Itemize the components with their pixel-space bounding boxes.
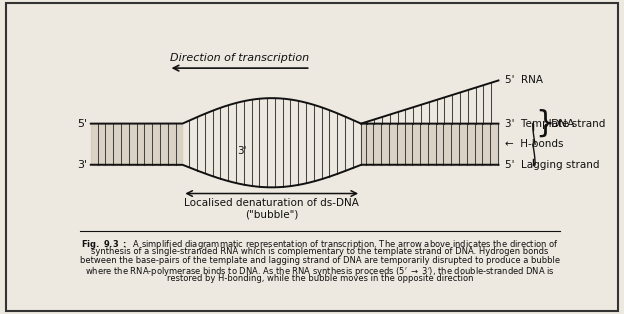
Text: 3': 3' <box>77 160 87 170</box>
Text: where the RNA-polymerase binds to DNA. As the RNA synthesis proceeds (5$'$ $\rig: where the RNA-polymerase binds to DNA. A… <box>85 265 555 278</box>
Text: Localised denaturation of ds-DNA: Localised denaturation of ds-DNA <box>184 198 359 208</box>
Text: }: } <box>535 109 555 138</box>
Text: 5'  RNA: 5' RNA <box>505 75 544 85</box>
Text: 5'  Lagging strand: 5' Lagging strand <box>505 160 600 170</box>
Text: ←  H-bonds: ← H-bonds <box>505 139 564 149</box>
Text: $\bf{Fig.\ 9.3\ :}$  A simplified diagrammatic representation of transcription. : $\bf{Fig.\ 9.3\ :}$ A simplified diagram… <box>81 237 558 251</box>
Text: 5': 5' <box>77 119 87 129</box>
Text: 3': 3' <box>237 146 246 156</box>
Text: Direction of transcription: Direction of transcription <box>170 53 310 63</box>
Text: DNA: DNA <box>551 119 575 129</box>
Text: restored by H-bonding, while the bubble moves in the opposite direction: restored by H-bonding, while the bubble … <box>167 274 473 283</box>
Text: 3'  Template strand: 3' Template strand <box>505 119 606 129</box>
Text: between the base-pairs of the template and lagging strand of DNA are temporarily: between the base-pairs of the template a… <box>80 256 560 265</box>
Text: synthesis of a single-stranded RNA which is complementary to the template strand: synthesis of a single-stranded RNA which… <box>91 246 548 256</box>
Text: ("bubble"): ("bubble") <box>245 209 298 219</box>
